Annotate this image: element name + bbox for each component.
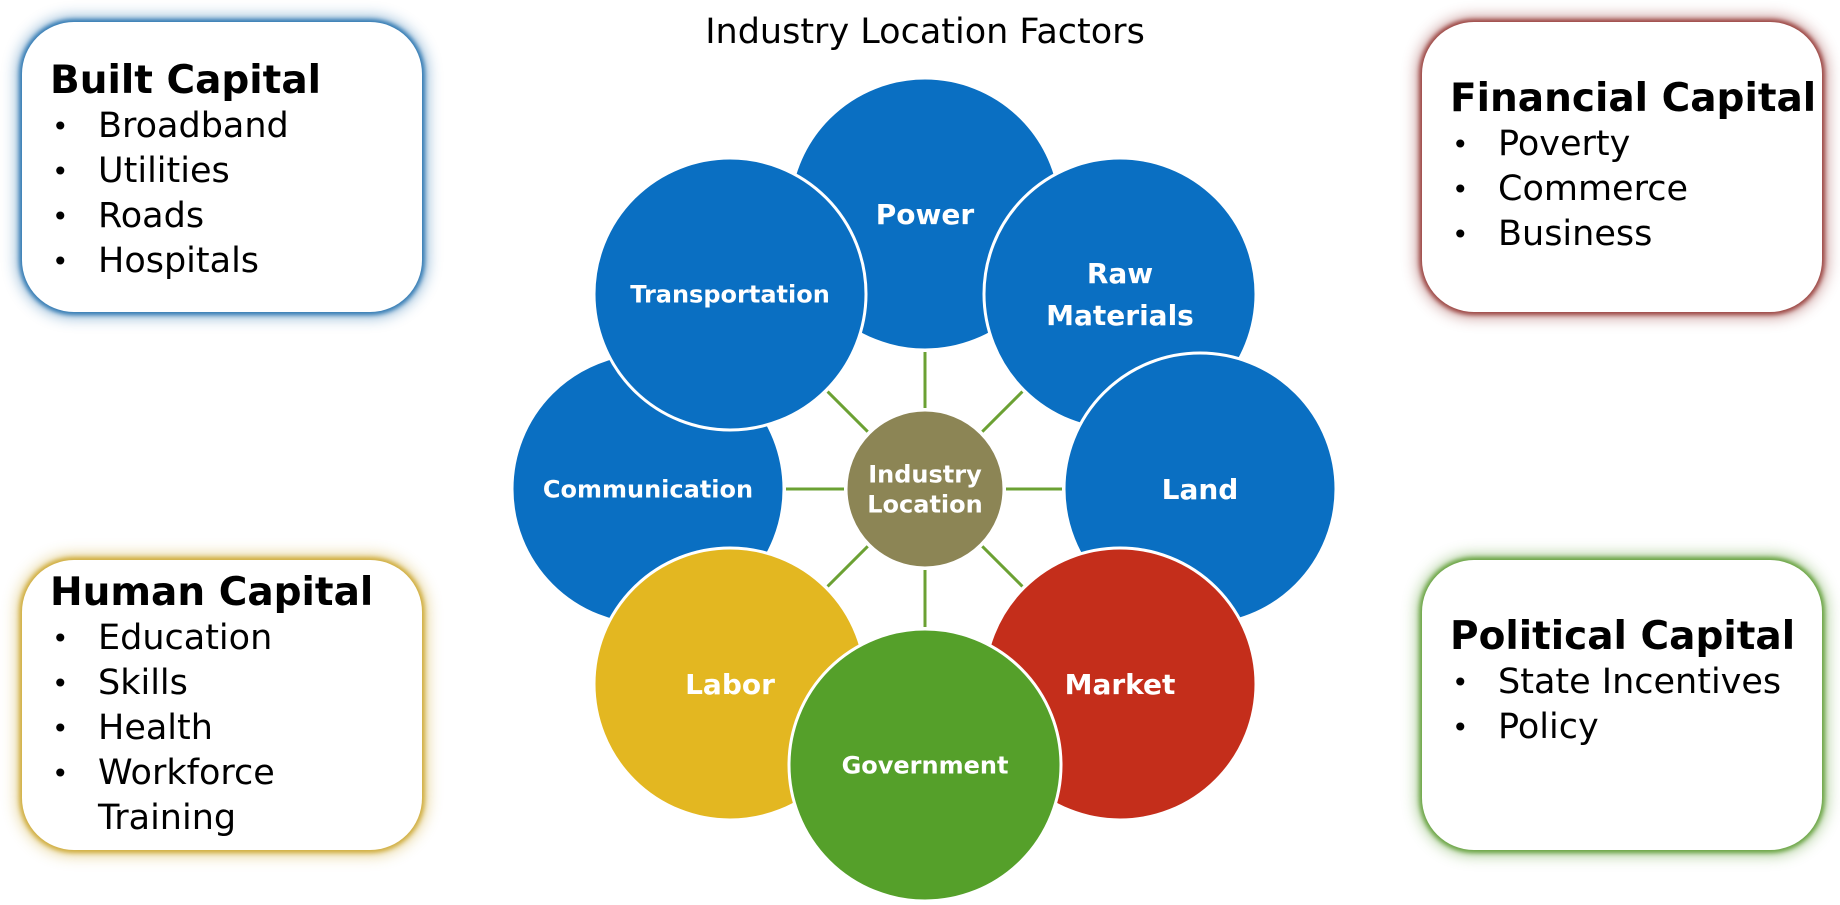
spoke-market [981,545,1024,588]
node-transportation: Transportation [592,156,868,432]
spoke-transportation [826,390,869,433]
node-label-land: Land [1162,473,1239,506]
node-label-government-line: Government [842,752,1009,780]
built-capital-item: Roads [50,194,394,239]
political-capital-title: Political Capital [1450,614,1796,659]
political-capital-box: Political Capital State Incentives Polic… [1422,560,1822,850]
node-label-raw-materials-line: Raw [1087,257,1153,290]
center-node-group: Industry Location [844,408,1006,570]
node-label-raw-materials: Raw Materials [1046,257,1194,332]
built-capital-item: Hospitals [50,239,394,284]
node-circle-transportation [592,156,868,432]
spoke-raw-materials [981,390,1024,433]
node-circle-government [787,627,1063,903]
human-capital-item: Health [50,706,394,751]
node-label-power-line: Power [876,198,975,231]
node-label-communication-line: Communication [543,476,753,504]
political-capital-list: State Incentives Policy [1450,660,1794,750]
spoke-labor [826,545,869,588]
node-label-transportation: Transportation [630,281,830,309]
center-node-label-line: Location [867,491,982,519]
built-capital-list: Broadband Utilities Roads Hospitals [50,104,394,284]
factor-nodes: Power Raw Materials Land Communication Transp… [510,76,1338,903]
built-capital-item: Broadband [50,104,394,149]
spokes [786,352,1062,627]
financial-capital-list: Poverty Commerce Business [1450,122,1794,257]
center-node-label-line: Industry [868,461,982,489]
political-capital-item: State Incentives [1450,660,1794,705]
human-capital-item: Education [50,616,394,661]
human-capital-box: Human Capital Education Skills Health Wo… [22,560,422,850]
built-capital-title: Built Capital [50,58,322,103]
node-label-communication: Communication [543,476,753,504]
node-label-market: Market [1065,668,1176,701]
human-capital-item: Workforce Training [50,751,328,841]
financial-capital-title: Financial Capital [1450,76,1817,121]
financial-capital-item: Poverty [1450,122,1794,167]
node-label-government: Government [842,752,1009,780]
political-capital-item: Policy [1450,705,1794,750]
human-capital-title: Human Capital [50,570,374,615]
built-capital-item: Utilities [50,149,394,194]
center-node [844,408,1006,570]
node-government: Government [787,627,1063,903]
human-capital-list: Education Skills Health Workforce Traini… [50,616,394,841]
node-label-labor-line: Labor [685,668,775,701]
human-capital-item: Skills [50,661,394,706]
node-label-transportation-line: Transportation [630,281,830,309]
node-label-power: Power [876,198,975,231]
built-capital-box: Built Capital Broadband Utilities Roads … [22,22,422,312]
node-label-labor: Labor [685,668,775,701]
center-node-label: Industry Location [867,461,982,519]
financial-capital-item: Business [1450,212,1794,257]
node-label-raw-materials-line: Materials [1046,299,1194,332]
financial-capital-box: Financial Capital Poverty Commerce Busin… [1422,22,1822,312]
diagram-title: Industry Location Factors [705,12,1145,52]
financial-capital-item: Commerce [1450,167,1794,212]
node-label-land-line: Land [1162,473,1239,506]
node-label-market-line: Market [1065,668,1176,701]
